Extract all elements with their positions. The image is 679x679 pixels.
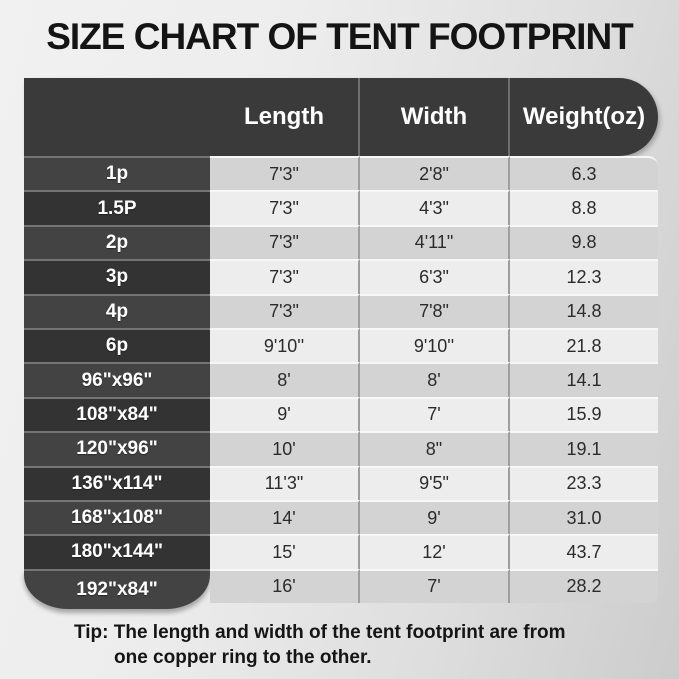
length-cell: 9': [210, 396, 360, 432]
weight-cell: 19.1: [510, 431, 658, 466]
width-cell: 8": [360, 431, 510, 466]
table-body: 1p 7'3" 2'8" 6.3 1.5P 7'3" 4'3" 8.8 2p 7…: [24, 156, 658, 610]
width-cell: 4'11": [360, 224, 510, 260]
row-label-cell: 1.5P: [24, 190, 210, 225]
row-label-cell: 6p: [24, 327, 210, 363]
length-cell: 16': [210, 568, 360, 604]
width-cell: 4'3": [360, 190, 510, 225]
length-cell: 10': [210, 431, 360, 466]
length-cell: 7'3": [210, 224, 360, 260]
tip-note: Tip: The length and width of the tent fo…: [74, 620, 566, 670]
weight-cell: 31.0: [510, 499, 658, 535]
table-row: 120"x96" 10' 8" 19.1: [24, 431, 658, 466]
table-row: 6p 9'10'' 9'10'' 21.8: [24, 327, 658, 363]
row-label-cell: 1p: [24, 156, 210, 191]
length-cell: 14': [210, 499, 360, 535]
weight-cell: 23.3: [510, 465, 658, 500]
row-label-cell: 3p: [24, 259, 210, 294]
length-cell: 7'3": [210, 259, 360, 294]
tip-line-2: one copper ring to the other.: [114, 647, 372, 668]
weight-cell: 21.8: [510, 327, 658, 363]
weight-cell: 28.2: [510, 568, 658, 604]
table-header-row: Length Width Weight(oz): [24, 78, 658, 156]
table-row: 1p 7'3" 2'8" 6.3: [24, 156, 658, 191]
weight-cell: 8.8: [510, 190, 658, 225]
table-row: 180"x144" 15' 12' 43.7: [24, 534, 658, 569]
length-cell: 7'3": [210, 293, 360, 328]
table-row: 4p 7'3" 7'8" 14.8: [24, 293, 658, 328]
width-cell: 2'8": [360, 156, 510, 191]
row-label-cell: 168"x108": [24, 499, 210, 535]
length-cell: 8': [210, 362, 360, 397]
table-row: 136"x114" 11'3" 9'5" 23.3: [24, 465, 658, 500]
length-cell: 9'10'': [210, 327, 360, 363]
row-label-cell: 136"x114": [24, 465, 210, 500]
tip-line-1: Tip: The length and width of the tent fo…: [74, 622, 566, 643]
header-cell-width: Width: [360, 78, 510, 156]
weight-cell: 43.7: [510, 534, 658, 569]
weight-cell: 9.8: [510, 224, 658, 260]
weight-cell: 14.1: [510, 362, 658, 397]
width-cell: 9'10'': [360, 327, 510, 363]
row-label-cell: 96"x96": [24, 362, 210, 397]
width-cell: 9'5": [360, 465, 510, 500]
table-row: 96"x96" 8' 8' 14.1: [24, 362, 658, 397]
table-row: 192"x84" 16' 7' 28.2: [24, 568, 658, 610]
row-label-cell: 180"x144": [24, 534, 210, 569]
weight-cell: 12.3: [510, 259, 658, 294]
weight-cell: 15.9: [510, 396, 658, 432]
size-chart-table: Length Width Weight(oz) 1p 7'3" 2'8" 6.3…: [24, 78, 658, 610]
table-row: 3p 7'3" 6'3" 12.3: [24, 259, 658, 294]
width-cell: 7'8": [360, 293, 510, 328]
width-cell: 9': [360, 499, 510, 535]
width-cell: 12': [360, 534, 510, 569]
row-label-cell: 120"x96": [24, 431, 210, 466]
weight-cell: 14.8: [510, 293, 658, 328]
weight-cell: 6.3: [510, 156, 658, 191]
width-cell: 7': [360, 396, 510, 432]
row-label-cell: 4p: [24, 293, 210, 328]
page-title: SIZE CHART OF TENT FOOTPRINT: [46, 16, 634, 57]
length-cell: 7'3": [210, 190, 360, 225]
width-cell: 7': [360, 568, 510, 604]
width-cell: 8': [360, 362, 510, 397]
width-cell: 6'3": [360, 259, 510, 294]
row-label-cell: 192"x84": [24, 568, 210, 610]
length-cell: 15': [210, 534, 360, 569]
table-row: 1.5P 7'3" 4'3" 8.8: [24, 190, 658, 225]
length-cell: 11'3": [210, 465, 360, 500]
length-cell: 7'3": [210, 156, 360, 191]
table-row: 2p 7'3" 4'11" 9.8: [24, 224, 658, 260]
header-cell-length: Length: [210, 78, 360, 156]
table-row: 168"x108" 14' 9' 31.0: [24, 499, 658, 535]
row-label-cell: 108"x84": [24, 396, 210, 432]
header-cell-blank: [24, 78, 210, 156]
header-cell-weight: Weight(oz): [522, 103, 646, 130]
table-row: 108"x84" 9' 7' 15.9: [24, 396, 658, 432]
row-label-cell: 2p: [24, 224, 210, 260]
